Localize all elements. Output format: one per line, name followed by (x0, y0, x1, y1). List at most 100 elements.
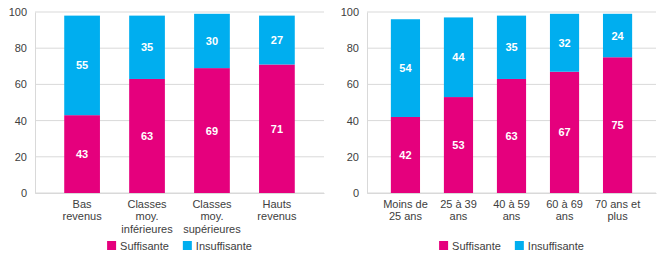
x-tick: 60 à 69ans (546, 193, 583, 222)
x-tick-label: Classesmoy.supérieures (183, 198, 241, 235)
y-tick-label: 60 (15, 78, 27, 90)
bar-segment (444, 17, 473, 97)
y-tick-label: 40 (347, 115, 359, 127)
bar-segment (550, 14, 579, 72)
data-label: 54 (399, 62, 412, 74)
bar-segment (259, 64, 295, 193)
legend-swatch (107, 241, 116, 250)
y-axis-line (367, 13, 368, 194)
bar-segment (64, 16, 100, 116)
data-labels: 4363697155353027 (76, 34, 283, 160)
bar-segment (391, 117, 420, 193)
grid-line (367, 12, 656, 13)
y-tick: 40 (347, 115, 367, 127)
y-tick-label: 20 (347, 151, 359, 163)
bars (64, 14, 295, 193)
x-tick-label: 25 à 39ans (440, 198, 477, 223)
canvas: 0204060801004363697155353027BasrevenusCl… (0, 0, 664, 260)
legend-item: Suffisante (439, 240, 501, 252)
x-tick-label: Moins de25 ans (383, 198, 428, 223)
data-labels: 42536367755444353224 (399, 30, 624, 161)
data-label: 69 (206, 125, 218, 137)
bar-segment (497, 16, 526, 79)
y-tick: 0 (21, 187, 35, 199)
x-tick: 40 à 59ans (493, 193, 530, 222)
y-tick-label: 80 (347, 42, 359, 54)
x-tick: 70 ans etplus (595, 193, 640, 222)
x-axis-line (36, 193, 325, 194)
y-tick-label: 40 (15, 115, 27, 127)
x-tick-label: Hautsrevenus (257, 198, 297, 223)
x-tick-label: 40 à 59ans (493, 198, 530, 223)
bar-segment (194, 14, 230, 68)
legend-label: Insuffisante (196, 240, 252, 252)
y-tick-label: 60 (347, 78, 359, 90)
grid (367, 12, 656, 193)
legend-item: Insuffisante (515, 240, 584, 252)
data-label: 35 (141, 41, 153, 53)
data-label: 32 (558, 37, 570, 49)
bar-segment (603, 14, 632, 57)
x-tick: Moins de25 ans (383, 193, 428, 222)
chart-panel: 0204060801004363697155353027BasrevenusCl… (9, 6, 325, 252)
bar-segment (391, 19, 420, 117)
legend-label: Insuffisante (528, 240, 584, 252)
bar-segment (603, 57, 632, 193)
y-axis: 0 20 40 60 80 100 (9, 6, 36, 199)
legend-label: Suffisante (452, 240, 501, 252)
data-label: 67 (558, 126, 570, 138)
bar-segment (497, 79, 526, 193)
y-tick-label: 100 (341, 6, 359, 18)
bar-segment (64, 115, 100, 193)
bars (391, 14, 632, 193)
data-label: 30 (206, 35, 218, 47)
data-label: 42 (399, 149, 411, 161)
data-label: 55 (76, 59, 88, 71)
bar-segment (194, 68, 230, 193)
y-tick-label: 0 (21, 187, 27, 199)
x-tick: Hautsrevenus (257, 193, 297, 222)
y-tick-label: 20 (15, 151, 27, 163)
y-tick: 0 (353, 187, 367, 199)
y-axis: 0 20 40 60 80 100 (341, 6, 368, 199)
legend-swatch (183, 241, 192, 250)
data-label: 24 (611, 30, 624, 42)
data-label: 35 (505, 41, 517, 53)
y-tick: 80 (15, 42, 35, 54)
x-axis: BasrevenusClassesmoy.inférieuresClassesm… (36, 193, 325, 235)
y-tick-label: 0 (353, 187, 359, 199)
legend-item: Suffisante (107, 240, 169, 252)
data-label: 63 (141, 130, 153, 142)
y-tick: 100 (9, 6, 35, 18)
y-tick: 20 (15, 151, 35, 163)
x-tick-label: Basrevenus (63, 198, 103, 223)
y-axis-line (35, 13, 36, 194)
grid (35, 12, 324, 193)
data-label: 27 (271, 34, 283, 46)
legend-swatch (439, 241, 448, 250)
x-tick: Classesmoy.supérieures (183, 193, 241, 235)
data-label: 43 (76, 148, 88, 160)
bar-segment (129, 16, 165, 79)
x-tick-label: 70 ans etplus (595, 198, 640, 223)
data-label: 53 (452, 139, 464, 151)
bar-segment (444, 97, 473, 193)
y-tick-label: 80 (15, 42, 27, 54)
legend: Suffisante Insuffisante (107, 240, 252, 252)
x-axis: Moins de25 ans 25 à 39ans 40 à 59ans 60 à 6… (368, 193, 657, 222)
y-tick: 60 (15, 78, 35, 90)
data-label: 75 (611, 119, 623, 131)
grid-line (35, 12, 324, 13)
legend-swatch (515, 241, 524, 250)
y-tick-label: 100 (9, 6, 27, 18)
data-label: 44 (452, 51, 465, 63)
y-tick: 40 (15, 115, 35, 127)
legend-label: Suffisante (120, 240, 169, 252)
x-tick: Basrevenus (63, 193, 103, 222)
chart-panel: 02040608010042536367755444353224Moins de… (341, 6, 657, 252)
bar-segment (259, 16, 295, 65)
legend: Suffisante Insuffisante (439, 240, 584, 252)
y-tick: 100 (341, 6, 367, 18)
x-axis-line (368, 193, 657, 194)
y-tick: 20 (347, 151, 367, 163)
